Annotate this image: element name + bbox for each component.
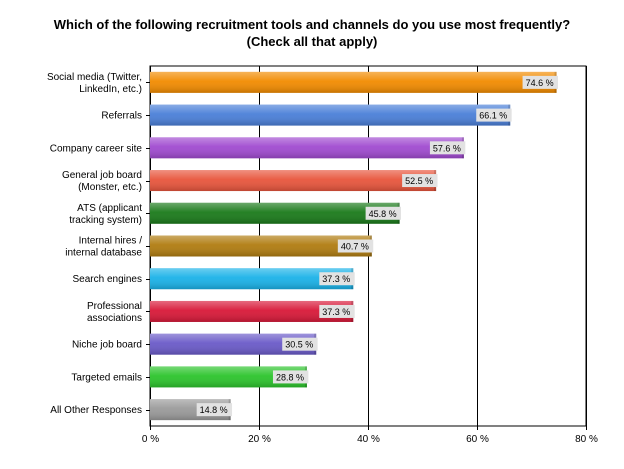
value-label-box	[365, 206, 402, 220]
category-label-line: Professional	[87, 301, 142, 312]
value-label-box	[272, 370, 309, 384]
category-label-line: Targeted emails	[71, 372, 142, 383]
x-tick-label: 80 %	[575, 434, 598, 445]
x-tick-label: 40 %	[357, 434, 380, 445]
category-label: Internal hires / internal database	[65, 236, 142, 259]
value-label-box	[337, 239, 374, 253]
bar-shading	[150, 235, 372, 257]
value-label: 14.8 %	[200, 405, 228, 415]
value-label-box	[319, 304, 355, 318]
category-label: Company career site	[50, 143, 143, 154]
value-label: 30.5 %	[285, 340, 313, 350]
category-label-line: tracking system)	[69, 215, 142, 226]
x-axis-ticks: 0 % 20 % 40 % 60 % 80 %	[142, 82, 598, 445]
category-label-line: Niche job board	[72, 340, 142, 351]
bar-shading	[150, 268, 354, 290]
category-label-line: LinkedIn, etc.)	[79, 84, 142, 95]
value-label-box	[476, 108, 512, 122]
value-label: 40.7 %	[341, 242, 369, 252]
category-label-line: associations	[87, 313, 142, 324]
category-labels: Social media (Twitter, LinkedIn, etc.) Ref…	[47, 72, 142, 416]
category-label-line: (Monster, etc.)	[78, 182, 142, 193]
value-label-box	[319, 272, 355, 286]
bar-shading	[150, 104, 511, 126]
category-label: All Other Responses	[50, 405, 142, 416]
value-label: 45.8 %	[369, 209, 397, 219]
chart-title-line-1: Which of the following recruitment tools…	[53, 17, 571, 32]
value-label: 37.3 %	[322, 274, 350, 284]
category-label: Social media (Twitter, LinkedIn, etc.)	[47, 72, 142, 95]
category-label: Niche job board	[72, 340, 142, 351]
bar-shading	[150, 71, 557, 93]
category-label-line: Referrals	[101, 111, 142, 122]
value-label-box	[402, 174, 438, 188]
bar-shading	[150, 137, 464, 159]
x-tick-label: 0 %	[142, 434, 159, 445]
bar-shading	[150, 170, 437, 192]
category-label: General job board (Monster, etc.)	[62, 170, 142, 193]
value-label: 37.3 %	[322, 307, 350, 317]
bar-shading	[150, 366, 307, 388]
category-label-line: General job board	[62, 170, 142, 181]
category-label-line: Internal hires /	[79, 236, 143, 247]
chart-title: Which of the following recruitment tools…	[0, 16, 624, 50]
category-label-line: internal database	[65, 248, 142, 259]
category-label: Targeted emails	[71, 372, 142, 383]
x-tick-label: 60 %	[466, 434, 489, 445]
category-label: Referrals	[101, 111, 142, 122]
bars: 74.6 % 66.1 % 57.6 % 52.5 % 45.8 % 40.7 % 37.3…	[150, 71, 558, 421]
category-label: Search engines	[73, 274, 143, 285]
value-label-box	[196, 403, 233, 417]
bar-shading	[150, 202, 400, 224]
category-label: Professional associations	[87, 301, 142, 324]
bar-shading	[150, 300, 354, 322]
value-label-box	[429, 141, 466, 155]
category-label-line: Social media (Twitter,	[47, 72, 142, 83]
value-label: 52.5 %	[405, 176, 433, 186]
category-label-line: Search engines	[73, 274, 143, 285]
category-label: ATS (applicant tracking system)	[69, 203, 142, 226]
value-label-box	[282, 337, 318, 351]
x-tick-label: 20 %	[248, 434, 271, 445]
bar-shading	[150, 333, 317, 355]
value-label: 74.6 %	[526, 78, 554, 88]
value-label: 66.1 %	[479, 111, 507, 121]
value-label: 57.6 %	[433, 143, 461, 153]
chart-title-line-2: (Check all that apply)	[246, 34, 378, 49]
category-label-line: Company career site	[50, 143, 143, 154]
category-label-line: All Other Responses	[50, 405, 142, 416]
category-label-line: ATS (applicant	[77, 203, 142, 214]
value-label: 28.8 %	[276, 372, 304, 382]
value-label-box	[522, 75, 558, 89]
